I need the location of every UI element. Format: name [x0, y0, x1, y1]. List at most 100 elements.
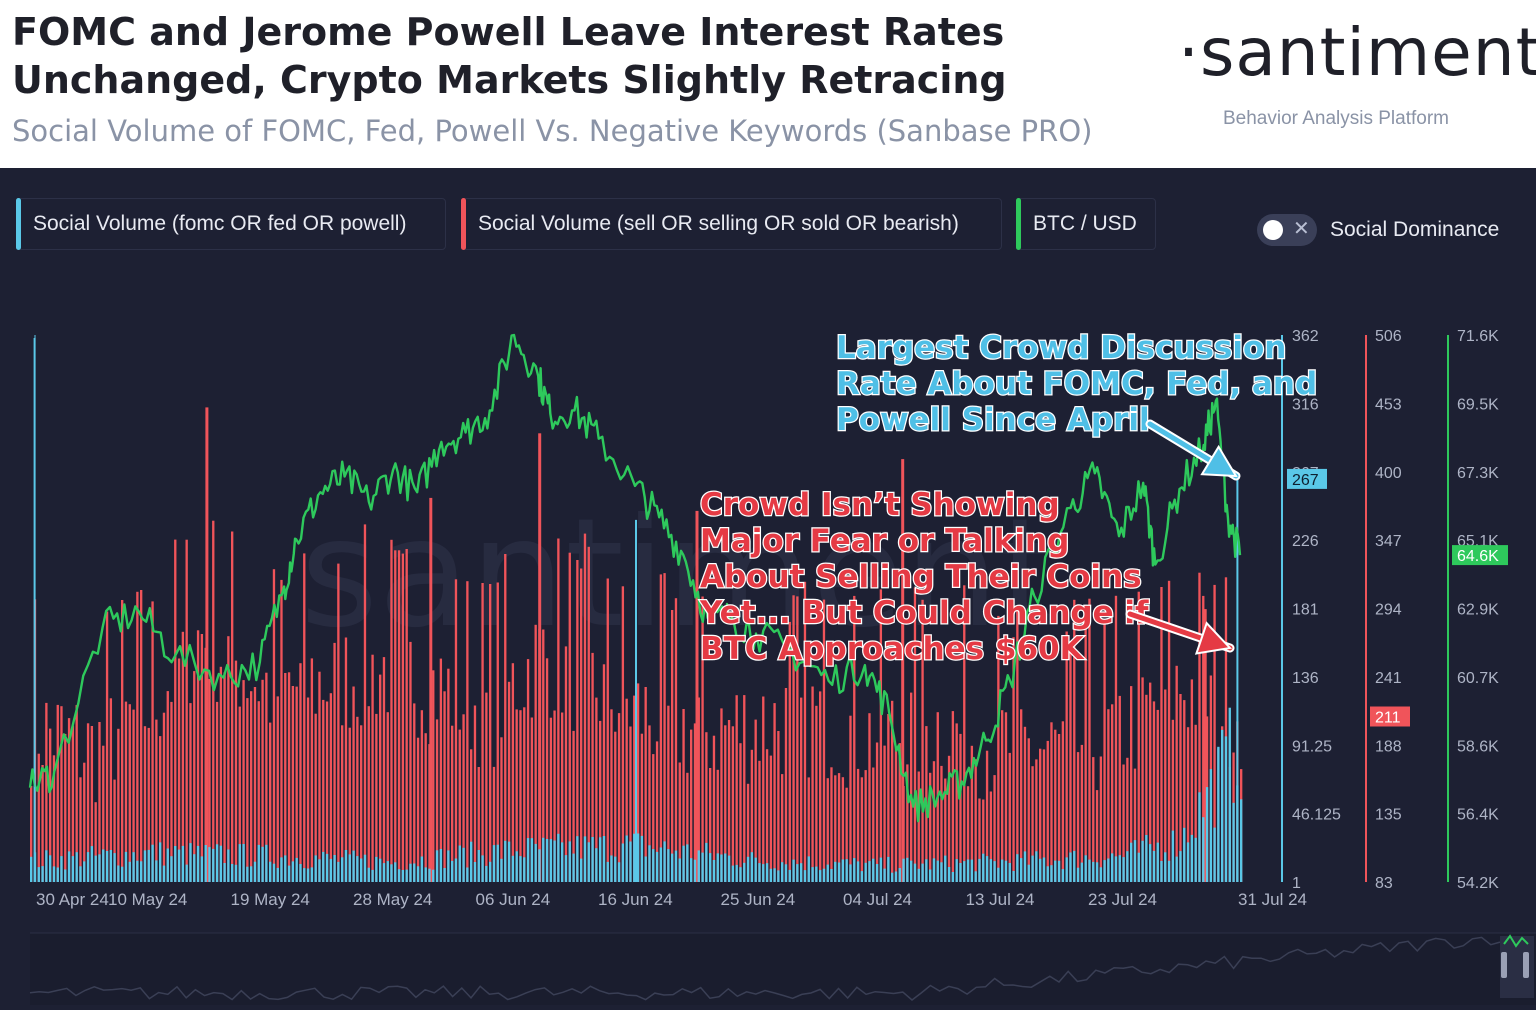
red-bar [705, 732, 708, 882]
red-bar [284, 673, 287, 882]
red-bar [379, 674, 382, 882]
red-bar [693, 723, 697, 882]
y-tick-label: 46.125 [1292, 807, 1341, 824]
blue-bar [299, 864, 302, 882]
red-bar [348, 727, 351, 882]
blue-bar [1061, 869, 1065, 882]
red-bar [955, 723, 958, 882]
red-bar [746, 783, 750, 882]
y-tick-label: 67.3K [1457, 465, 1499, 482]
y-tick-label: 60.7K [1457, 670, 1499, 687]
blue-bar [162, 865, 166, 882]
blue-bar [997, 867, 1000, 882]
blue-bar [276, 867, 279, 882]
blue-bar [526, 838, 530, 882]
red-bar [1175, 665, 1178, 882]
red-bar [443, 691, 446, 882]
red-bar [674, 598, 678, 882]
red-bar [701, 596, 704, 882]
red-bar [659, 574, 663, 882]
red-bar [636, 683, 640, 882]
y-tick-label: 453 [1375, 396, 1402, 413]
blue-bar [807, 856, 810, 882]
red-bar [143, 726, 147, 882]
red-bar [162, 712, 166, 882]
blue-bar [576, 836, 579, 882]
blue-bar [1088, 859, 1091, 882]
red-bar [189, 703, 192, 882]
red-bar [788, 621, 791, 882]
blue-bar [109, 850, 113, 882]
blue-bar [177, 849, 181, 882]
blue-bar [602, 836, 606, 882]
blue-bar [712, 860, 716, 882]
blue-bar [652, 849, 655, 882]
blue-bar [159, 842, 162, 882]
red-bar [580, 568, 583, 882]
blue-bar [678, 858, 681, 882]
blue-bar [595, 848, 598, 882]
red-bar [1160, 587, 1163, 882]
red-bar [864, 770, 867, 882]
x-tick-label: 28 May 24 [353, 890, 432, 909]
red-bar [610, 709, 613, 882]
blue-bar [295, 857, 298, 882]
blue-bar [1012, 871, 1015, 882]
blue-bar [272, 863, 276, 882]
blue-bar [166, 848, 169, 882]
blue-bar [473, 862, 477, 882]
blue-bar [891, 872, 894, 882]
blue-bar [1092, 861, 1095, 882]
red-bar [341, 725, 344, 882]
blue-bar [511, 855, 515, 882]
blue-bar [875, 864, 879, 882]
blue-bar [489, 861, 492, 882]
btc-price-line [28, 333, 1242, 823]
legend-item-fomc-volume[interactable]: Social Volume (fomc OR fed OR powell) [16, 198, 446, 250]
red-bar [234, 660, 238, 882]
legend-item-btc-usd[interactable]: BTC / USD [1016, 198, 1156, 250]
blue-bar [151, 844, 154, 882]
blue-bar [1213, 827, 1216, 882]
social-dominance-toggle[interactable]: ✕ [1257, 214, 1317, 246]
blue-bar [781, 862, 784, 882]
red-bar [447, 668, 450, 882]
blue-bar [325, 853, 329, 882]
y-tick-label: 58.6K [1457, 738, 1499, 755]
blue-bar [910, 860, 913, 882]
blue-bar [1126, 851, 1129, 882]
blue-bar [1107, 858, 1110, 882]
header: FOMC and Jerome Powell Leave Interest Ra… [0, 0, 1536, 168]
y-tick-label: 347 [1375, 533, 1402, 550]
blue-bar [947, 867, 951, 882]
blue-bar [944, 855, 947, 882]
blue-bar [777, 870, 780, 882]
blue-bar [121, 866, 124, 882]
red-bar [1039, 748, 1042, 882]
blue-bar [466, 867, 469, 882]
y-tick-label: 188 [1375, 738, 1402, 755]
blue-bar [155, 860, 158, 882]
blue-bar [1046, 866, 1049, 882]
red-bar [587, 546, 590, 882]
blue-bar [530, 838, 534, 882]
red-bar [473, 705, 477, 882]
blue-bar [837, 862, 841, 882]
legend-item-negative-volume[interactable]: Social Volume (sell OR selling OR sold O… [461, 198, 1002, 250]
blue-bar [1156, 842, 1159, 882]
blue-bar [94, 855, 97, 882]
red-bar [1092, 757, 1095, 882]
blue-bar [800, 863, 803, 882]
red-bar [219, 666, 223, 882]
blue-bar [591, 837, 594, 882]
blue-bar [1183, 827, 1186, 882]
red-bar [1130, 686, 1133, 882]
red-bar [272, 569, 276, 882]
blue-bar [663, 841, 666, 882]
red-bar [1198, 572, 1201, 882]
blue-bar [1054, 860, 1057, 882]
red-bar [754, 719, 757, 882]
blue-bar [170, 856, 173, 882]
blue-bar [561, 842, 564, 882]
blue-bar [636, 833, 640, 882]
